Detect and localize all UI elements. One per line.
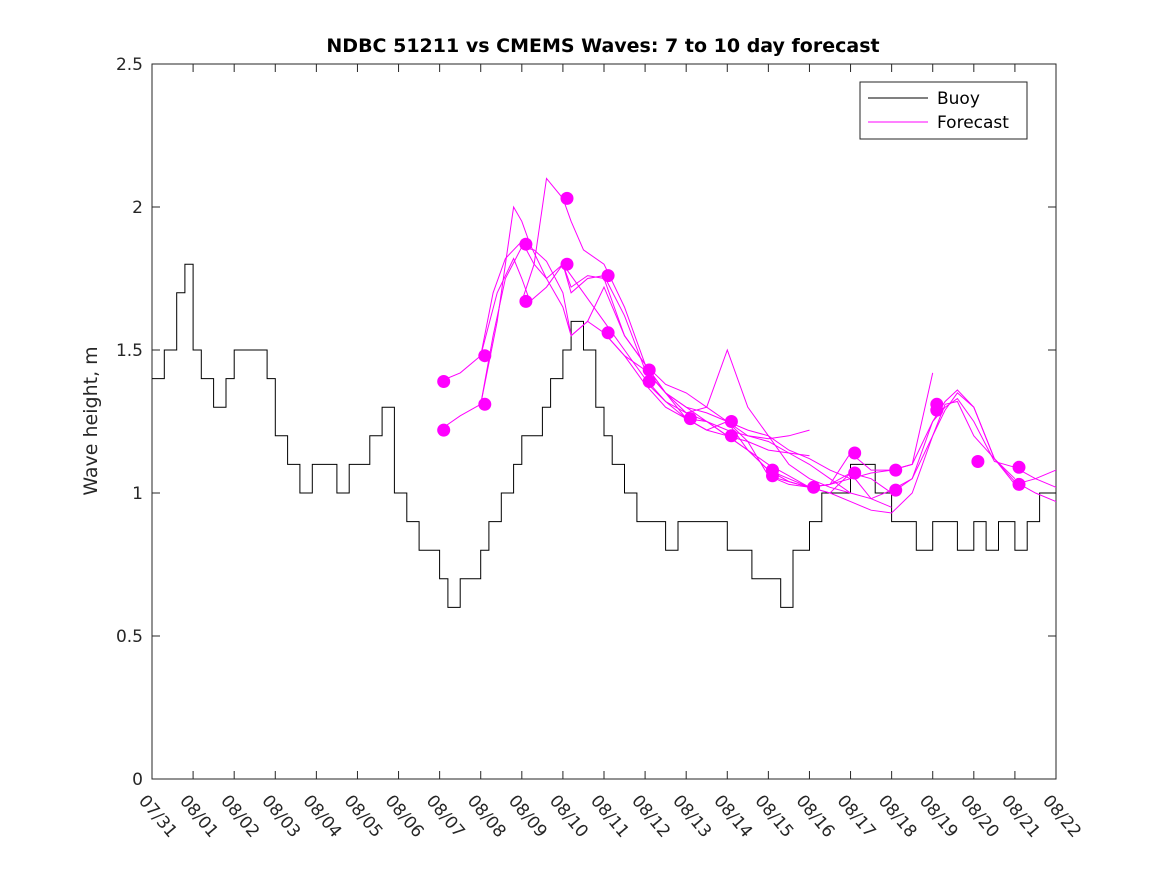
forecast-point: [478, 397, 492, 411]
forecast-point: [519, 294, 533, 308]
forecast-point: [642, 363, 656, 377]
forecast-point: [519, 237, 533, 251]
forecast-series-line: [480, 205, 851, 494]
y-tick-label: 2.5: [116, 55, 143, 75]
forecast-point: [1012, 477, 1026, 491]
forecast-series-line: [439, 240, 810, 440]
forecast-point: [601, 269, 615, 283]
forecast-point: [807, 480, 821, 494]
y-tick-label: 0.5: [116, 627, 143, 647]
forecast-point: [437, 375, 451, 388]
forecast-point: [478, 349, 492, 363]
forecast-point: [724, 415, 738, 428]
chart-title: NDBC 51211 vs CMEMS Waves: 7 to 10 day f…: [326, 35, 879, 57]
forecast-point: [601, 326, 615, 340]
legend-box: [859, 81, 1028, 140]
forecast-point: [560, 257, 574, 271]
y-tick-label: 2: [132, 198, 143, 218]
y-tick-label: 1.5: [116, 341, 143, 361]
forecast-point: [889, 483, 903, 497]
y-tick-label: 1: [132, 484, 143, 504]
forecast-series-line: [768, 392, 1057, 514]
forecast-point: [766, 469, 779, 483]
forecast-point: [437, 423, 451, 437]
legend-buoy-label: Buoy: [937, 89, 980, 109]
forecast-point: [642, 375, 656, 388]
forecast-point: [930, 403, 944, 417]
forecast-series-line: [644, 381, 1057, 488]
forecast-point: [1012, 460, 1026, 474]
plot-area: 00.511.522.507/3108/0108/0208/0308/0408/…: [116, 55, 1085, 842]
forecast-point: [889, 463, 903, 477]
forecast-point: [724, 429, 738, 443]
y-axis-label: Wave height, m: [80, 346, 102, 495]
legend: Buoy Forecast: [859, 81, 1028, 140]
y-tick-label: 0: [132, 770, 143, 790]
forecast-point: [971, 455, 985, 468]
legend-forecast-label: Forecast: [937, 113, 1009, 133]
forecast-point: [683, 412, 697, 426]
forecast-point: [848, 446, 862, 460]
forecast-point: [848, 466, 862, 480]
forecast-point: [560, 191, 574, 205]
